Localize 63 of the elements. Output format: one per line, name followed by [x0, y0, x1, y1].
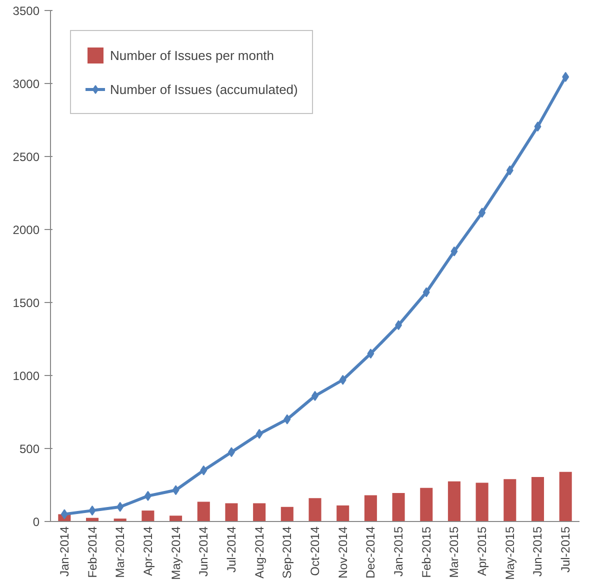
bar: [280, 506, 294, 522]
legend-label: Number of Issues (accumulated): [110, 82, 298, 96]
x-tick-label: May-2015: [502, 526, 517, 580]
x-tick-label: Apr-2015: [475, 526, 490, 576]
x-tick-label: Jan-2015: [392, 526, 406, 577]
point: [116, 502, 124, 512]
y-tick-label: 2500: [12, 150, 40, 164]
x-tick-label: Jul-2015: [558, 526, 573, 573]
x-tick-label: Jun-2015: [530, 526, 545, 577]
bar: [197, 502, 210, 522]
y-tick-label: 1000: [12, 369, 40, 383]
x-tick-label: Sep-2014: [280, 526, 294, 579]
point: [506, 165, 514, 176]
x-tick-label: Mar-2014: [113, 526, 128, 578]
x-tick-label: Jan-2014: [57, 526, 72, 577]
bar: [142, 510, 154, 522]
point: [562, 72, 570, 82]
bar: [364, 495, 377, 522]
bar: [504, 479, 516, 522]
point: [60, 509, 68, 520]
y-tick-label: 0: [32, 515, 40, 529]
point: [172, 485, 180, 496]
point: [450, 246, 458, 256]
x-tick-label: Feb-2015: [419, 526, 434, 578]
bar: [420, 488, 433, 522]
y-tick-label: 3000: [12, 77, 40, 91]
bar: [336, 505, 350, 522]
x-tick-label: Feb-2014: [85, 526, 100, 578]
y-tick-label: 3500: [12, 4, 40, 18]
bar: [253, 503, 266, 522]
x-tick-label: Dec-2014: [364, 526, 378, 579]
point: [256, 428, 263, 439]
x-tick-label: Oct-2014: [308, 526, 322, 576]
y-tick-label: 500: [19, 442, 40, 456]
y-tick-label: 2000: [12, 223, 40, 237]
bar: [225, 503, 238, 522]
point: [395, 320, 402, 330]
point: [88, 506, 96, 516]
x-tick-label: Aug-2014: [252, 526, 266, 579]
x-tick-label: Nov-2014: [336, 526, 350, 579]
point: [367, 348, 374, 359]
point: [478, 208, 486, 218]
bar: [170, 516, 182, 522]
bar: [448, 481, 460, 522]
bar: [531, 476, 544, 522]
bar: [476, 482, 488, 522]
point: [228, 447, 235, 458]
point: [200, 465, 208, 476]
x-tick-label: Mar-2015: [447, 526, 462, 578]
bar: [559, 472, 572, 522]
point: [284, 414, 291, 424]
x-tick-label: Apr-2014: [140, 526, 155, 576]
point: [144, 490, 152, 501]
bar: [308, 498, 322, 522]
x-tick-label: Jun-2014: [196, 526, 211, 577]
x-tick-label: Jul-2014: [224, 526, 238, 573]
point: [534, 122, 542, 132]
y-tick-label: 1500: [12, 296, 40, 310]
bar: [392, 493, 405, 522]
point: [339, 374, 346, 385]
legend-label: Number of Issues per month: [110, 48, 274, 62]
x-tick-label: May-2014: [168, 526, 183, 580]
point: [422, 287, 430, 298]
